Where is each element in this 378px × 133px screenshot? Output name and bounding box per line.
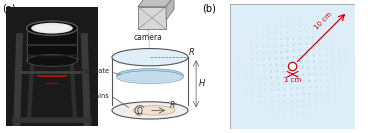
Ellipse shape: [117, 71, 183, 84]
Text: top plate: top plate: [79, 68, 109, 74]
Text: R: R: [189, 47, 195, 57]
Ellipse shape: [31, 23, 73, 34]
Polygon shape: [166, 0, 174, 20]
Text: H: H: [199, 79, 205, 88]
Text: 10 cm: 10 cm: [314, 11, 333, 31]
Text: Rᶜ: Rᶜ: [170, 101, 178, 110]
Ellipse shape: [133, 106, 175, 115]
Ellipse shape: [36, 24, 68, 32]
Ellipse shape: [26, 21, 77, 35]
Bar: [26, 26, 77, 61]
Circle shape: [288, 62, 297, 71]
Ellipse shape: [112, 49, 188, 66]
Text: camera: camera: [133, 33, 163, 42]
Text: 1 cm: 1 cm: [284, 77, 301, 83]
Ellipse shape: [117, 69, 183, 82]
Text: Ω: Ω: [137, 107, 143, 116]
Polygon shape: [138, 0, 174, 7]
Bar: [138, 7, 166, 29]
Text: (a): (a): [2, 4, 15, 14]
Ellipse shape: [112, 102, 188, 119]
Text: (b): (b): [202, 4, 216, 14]
Ellipse shape: [26, 55, 77, 66]
Text: grains: grains: [88, 93, 109, 99]
